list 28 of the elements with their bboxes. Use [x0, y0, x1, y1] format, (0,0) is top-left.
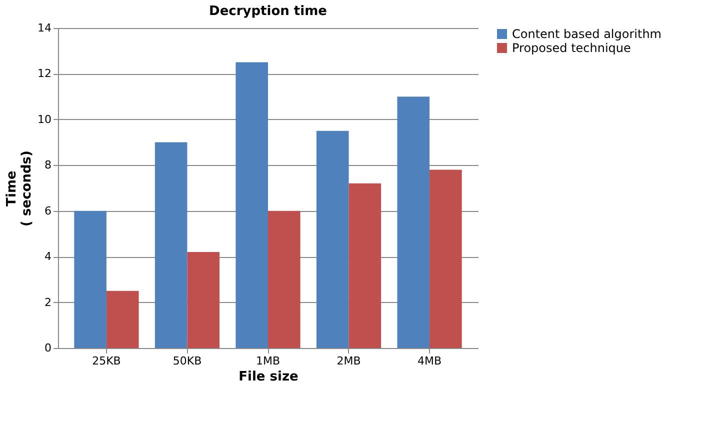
bar: [316, 130, 349, 348]
y-axis-title: Time ( seconds): [4, 150, 35, 226]
legend-label: Content based algorithm: [512, 27, 662, 41]
bar: [187, 252, 220, 348]
y-tick-label: 0: [44, 342, 52, 354]
bar: [268, 210, 300, 348]
bar: [106, 290, 139, 348]
bar: [74, 210, 106, 348]
y-tick-label: 4: [44, 250, 52, 264]
y-tick-label: 12: [38, 67, 52, 80]
bar: [236, 62, 268, 348]
y-tick-label: 14: [38, 22, 52, 34]
bar: [397, 96, 430, 348]
y-tick-label: 2: [44, 296, 52, 309]
x-tick-label: 2MB: [336, 354, 361, 368]
x-tick-label: 25KB: [92, 354, 121, 368]
y-tick-label: 10: [38, 112, 52, 126]
x-axis-title: File size: [238, 370, 299, 384]
y-tick-label: 6: [44, 204, 52, 218]
y-tick-label: 8: [44, 158, 52, 172]
x-tick-label: 4MB: [418, 354, 442, 368]
bar: [430, 170, 462, 348]
chart-title: Decryption time: [209, 4, 328, 19]
x-tick-label: 1MB: [256, 354, 280, 368]
legend-label: Proposed technique: [512, 41, 631, 55]
bar: [348, 183, 382, 348]
x-tick-label: 50KB: [172, 354, 202, 368]
bar: [154, 142, 188, 348]
